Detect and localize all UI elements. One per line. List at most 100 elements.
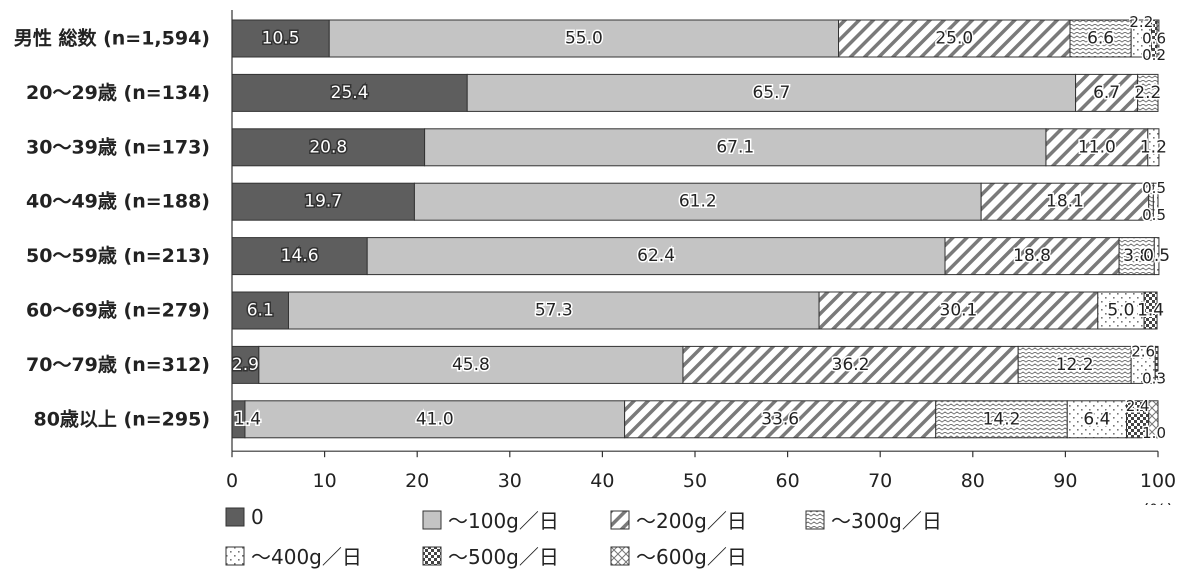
- x-tick-label: 80: [961, 470, 985, 492]
- data-label: 36.2: [832, 355, 870, 375]
- data-label: 2.2: [1129, 13, 1153, 31]
- bar-segment: [366, 237, 946, 276]
- data-label: 0.3: [1142, 369, 1166, 387]
- bar-segment: [1097, 291, 1145, 330]
- x-tick-label: 40: [590, 470, 614, 492]
- data-label: 14.2: [983, 409, 1021, 429]
- data-label: 6.4: [1083, 409, 1110, 429]
- data-label: 20.8: [309, 137, 347, 157]
- data-label: 3.8: [1123, 246, 1150, 266]
- data-labels-layer: 10.5 55.0 25.0 6.62.20.60.225.4 65.7 6.7 2.220…: [230, 12, 1171, 444]
- bar-segment: [682, 345, 1019, 384]
- bar-segment: [1075, 73, 1139, 112]
- data-label: 45.8: [452, 355, 490, 375]
- data-label: 12.2: [1056, 355, 1094, 375]
- bar-segment: [818, 291, 1099, 330]
- legend-item: 0: [225, 505, 264, 529]
- bar-segment: [1147, 128, 1160, 167]
- bar-segment: [944, 237, 1120, 276]
- data-label: 0.5: [1142, 206, 1166, 224]
- x-tick-label: 60: [776, 470, 800, 492]
- bar-segment: [466, 73, 1077, 112]
- data-label: 14.6: [281, 246, 319, 266]
- legend-swatch: [610, 546, 630, 565]
- bar-segment: [231, 73, 468, 112]
- data-label: 33.6: [761, 409, 799, 429]
- legend-label: ～100g／日: [448, 509, 559, 533]
- legend-label: 0: [251, 505, 264, 529]
- bar-segment: [1137, 73, 1159, 112]
- data-label: 19.7: [304, 192, 342, 212]
- bar-segment: [1156, 19, 1160, 58]
- data-label: 5.0: [1107, 301, 1134, 321]
- legend-label: ～500g／日: [448, 545, 559, 569]
- data-label: 25.0: [935, 29, 973, 49]
- bar-segment: [980, 182, 1150, 221]
- chart-plot: 10.5 55.0 25.0 6.62.20.60.225.4 65.7 6.7 2.220…: [14, 10, 1176, 522]
- legend-swatch: [225, 507, 245, 527]
- x-tick-label: 90: [1053, 470, 1077, 492]
- bar-segment: [1045, 128, 1149, 167]
- legend-item: ～100g／日: [422, 505, 559, 534]
- data-label: 0.5: [1143, 246, 1170, 266]
- x-tick-label: 70: [868, 470, 892, 492]
- legend-label: ～200g／日: [636, 509, 747, 533]
- legend-label: ～300g／日: [831, 509, 942, 533]
- data-label: 25.4: [331, 83, 369, 103]
- data-label: 10.5: [262, 29, 300, 49]
- bar-segment: [1066, 400, 1128, 439]
- category-label: 男性 総数 (n=1,594): [14, 27, 210, 50]
- bar-segment: [1148, 400, 1159, 439]
- category-label: 80歳以上 (n=295): [33, 408, 210, 430]
- category-labels-layer: 男性 総数 (n=1,594) 20～29歳 (n=134) 30～39歳 (n=1…: [14, 27, 210, 431]
- bars-layer: [231, 19, 1160, 439]
- category-label: 70～79歳 (n=312): [26, 354, 210, 376]
- legend-swatch: [225, 546, 245, 565]
- legend-label: ～400g／日: [251, 545, 362, 569]
- category-label: 50～59歳 (n=213): [26, 245, 210, 267]
- bar-segment: [231, 291, 289, 330]
- bar-segment: [624, 400, 937, 439]
- bar-segment: [838, 19, 1071, 58]
- bar-segment: [231, 128, 426, 167]
- bar-segment: [231, 19, 330, 58]
- x-tick-label: 20: [405, 470, 429, 492]
- bar-segment: [1118, 237, 1155, 276]
- data-label: 30.1: [940, 301, 978, 321]
- data-label: 62.4: [637, 246, 675, 266]
- legend-item: ～200g／日: [610, 505, 747, 534]
- data-label: 1.2: [1140, 137, 1167, 157]
- data-label: 6.1: [247, 301, 274, 321]
- data-label: 2.4: [1126, 397, 1150, 415]
- data-label: 1.4: [234, 409, 261, 429]
- legend-label: ～600g／日: [636, 545, 747, 569]
- bar-segment: [413, 182, 982, 221]
- category-label: 20～29歳 (n=134): [26, 82, 210, 104]
- legend: 0 ～100g／日 ～200g／日 ～300g／日 ～400g／日 ～500g／日 ～600…: [225, 505, 1165, 570]
- category-label: 40～49歳 (n=188): [26, 191, 210, 213]
- data-label: 2.9: [232, 355, 259, 375]
- x-tick-label: 30: [498, 470, 522, 492]
- bar-segment: [231, 237, 368, 276]
- data-label: 6.6: [1087, 29, 1114, 49]
- x-tick-label: 100: [1140, 470, 1176, 492]
- data-label: 67.1: [716, 137, 754, 157]
- data-label: 11.0: [1078, 137, 1116, 157]
- data-label: 6.7: [1093, 83, 1120, 103]
- bar-segment: [258, 345, 684, 384]
- data-label: 61.2: [679, 192, 717, 212]
- data-label: 2.2: [1134, 83, 1161, 103]
- category-label: 30～39歳 (n=173): [26, 136, 210, 158]
- bar-segment: [244, 400, 626, 439]
- bar-segment: [1017, 345, 1132, 384]
- data-label: 57.3: [535, 301, 573, 321]
- legend-item: ～500g／日: [422, 541, 559, 570]
- bar-segment: [287, 291, 820, 330]
- bar-segment: [1130, 345, 1156, 384]
- legend-item: ～600g／日: [610, 541, 747, 570]
- data-label: 65.7: [752, 83, 790, 103]
- data-label: 18.1: [1046, 192, 1084, 212]
- category-label: 60～69歳 (n=279): [26, 300, 210, 322]
- legend-swatch: [422, 546, 442, 565]
